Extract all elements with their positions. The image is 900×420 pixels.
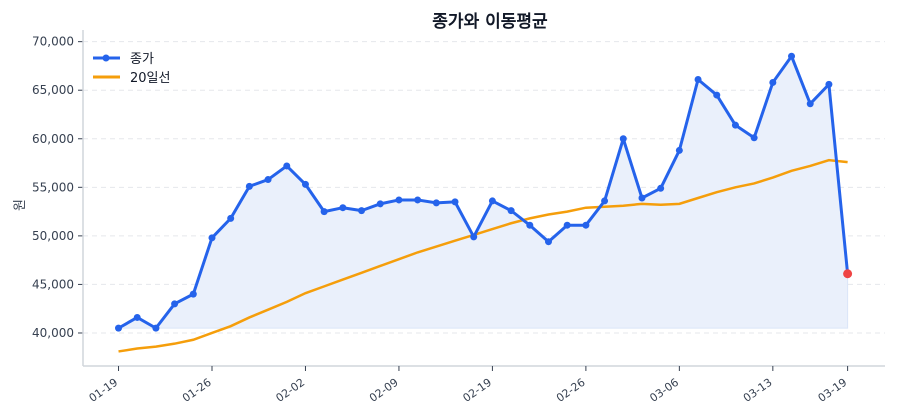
close-point (582, 221, 590, 229)
x-tick-label: 03-13 (741, 376, 775, 405)
x-tick-label: 02-26 (554, 376, 588, 405)
close-area-fill (116, 55, 849, 329)
close-line (117, 54, 850, 330)
close-point (470, 233, 478, 241)
legend-label-close: 종가 (130, 52, 154, 67)
close-point (133, 313, 141, 321)
close-point (788, 52, 796, 60)
y-tick-label: 70,000 (32, 35, 74, 49)
chart-title: 종가와 이동평균 (432, 12, 548, 32)
ma20-line (118, 158, 848, 353)
y-axis-label: 원 (13, 199, 28, 211)
close-point (825, 80, 833, 88)
close-point (376, 200, 384, 208)
close-point (619, 135, 627, 143)
close-point (264, 176, 272, 184)
x-tick-label: 01-19 (87, 376, 121, 405)
close-point (526, 221, 534, 229)
close-point (563, 221, 571, 229)
close-point (657, 184, 665, 192)
area-fill (116, 55, 849, 329)
close-point (115, 324, 123, 332)
close-point (694, 76, 702, 84)
x-tick-label: 02-09 (367, 376, 401, 405)
y-tick-label: 55,000 (32, 180, 74, 194)
close-point (245, 182, 253, 190)
close-point (713, 91, 721, 99)
close-point (750, 134, 758, 142)
close-point (171, 300, 179, 308)
close-point (414, 196, 422, 204)
legend-label-ma20: 20일선 (130, 71, 170, 86)
close-point (152, 324, 160, 332)
last-close-point (843, 269, 853, 279)
close-point (544, 238, 552, 246)
y-tick-label: 65,000 (32, 83, 74, 97)
close-point (208, 234, 216, 242)
close-point (731, 121, 739, 129)
x-tick-label: 01-26 (180, 376, 214, 405)
y-tick-label: 50,000 (32, 229, 74, 243)
close-point (451, 198, 459, 206)
close-point (675, 146, 683, 154)
close-point (601, 197, 609, 205)
x-tick-label: 03-06 (647, 376, 681, 405)
series-lines (115, 52, 853, 353)
close-point (283, 162, 291, 170)
close-point (395, 196, 403, 204)
close-point (227, 214, 235, 222)
close-point (432, 199, 440, 207)
close-point (806, 100, 814, 108)
y-tick-label: 40,000 (32, 326, 74, 340)
y-tick-label: 45,000 (32, 277, 74, 291)
close-point (507, 207, 515, 215)
close-point (320, 208, 328, 216)
close-point (769, 78, 777, 86)
close-point (358, 207, 366, 215)
close-point (339, 204, 347, 212)
x-tick-label: 02-19 (460, 376, 494, 405)
legend: 종가 20일선 (93, 52, 170, 86)
y-tick-label: 60,000 (32, 132, 74, 146)
legend-marker-close (102, 54, 110, 62)
close-point (638, 194, 646, 202)
x-tick-label: 02-02 (274, 376, 308, 405)
close-point (189, 290, 197, 298)
close-point (301, 180, 309, 188)
close-point (488, 197, 496, 205)
x-tick-label: 03-19 (816, 376, 850, 405)
